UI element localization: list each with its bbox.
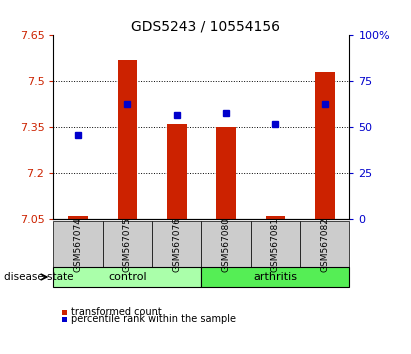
Text: transformed count: transformed count [71,307,162,317]
Bar [118,60,137,219]
Text: GSM567080: GSM567080 [222,217,231,272]
Text: GSM567081: GSM567081 [271,217,280,272]
Bar [167,124,187,219]
Text: arthritis: arthritis [253,272,298,282]
Text: control: control [108,272,147,282]
Bar [266,216,285,219]
Text: GDS5243 / 10554156: GDS5243 / 10554156 [131,19,280,34]
Text: GSM567076: GSM567076 [172,217,181,272]
Text: GSM567074: GSM567074 [74,217,83,272]
Text: disease state: disease state [4,272,74,282]
Bar [68,216,88,219]
Bar [216,127,236,219]
Bar [315,72,335,219]
Text: GSM567082: GSM567082 [320,217,329,272]
Text: GSM567075: GSM567075 [123,217,132,272]
Text: percentile rank within the sample: percentile rank within the sample [71,314,236,324]
